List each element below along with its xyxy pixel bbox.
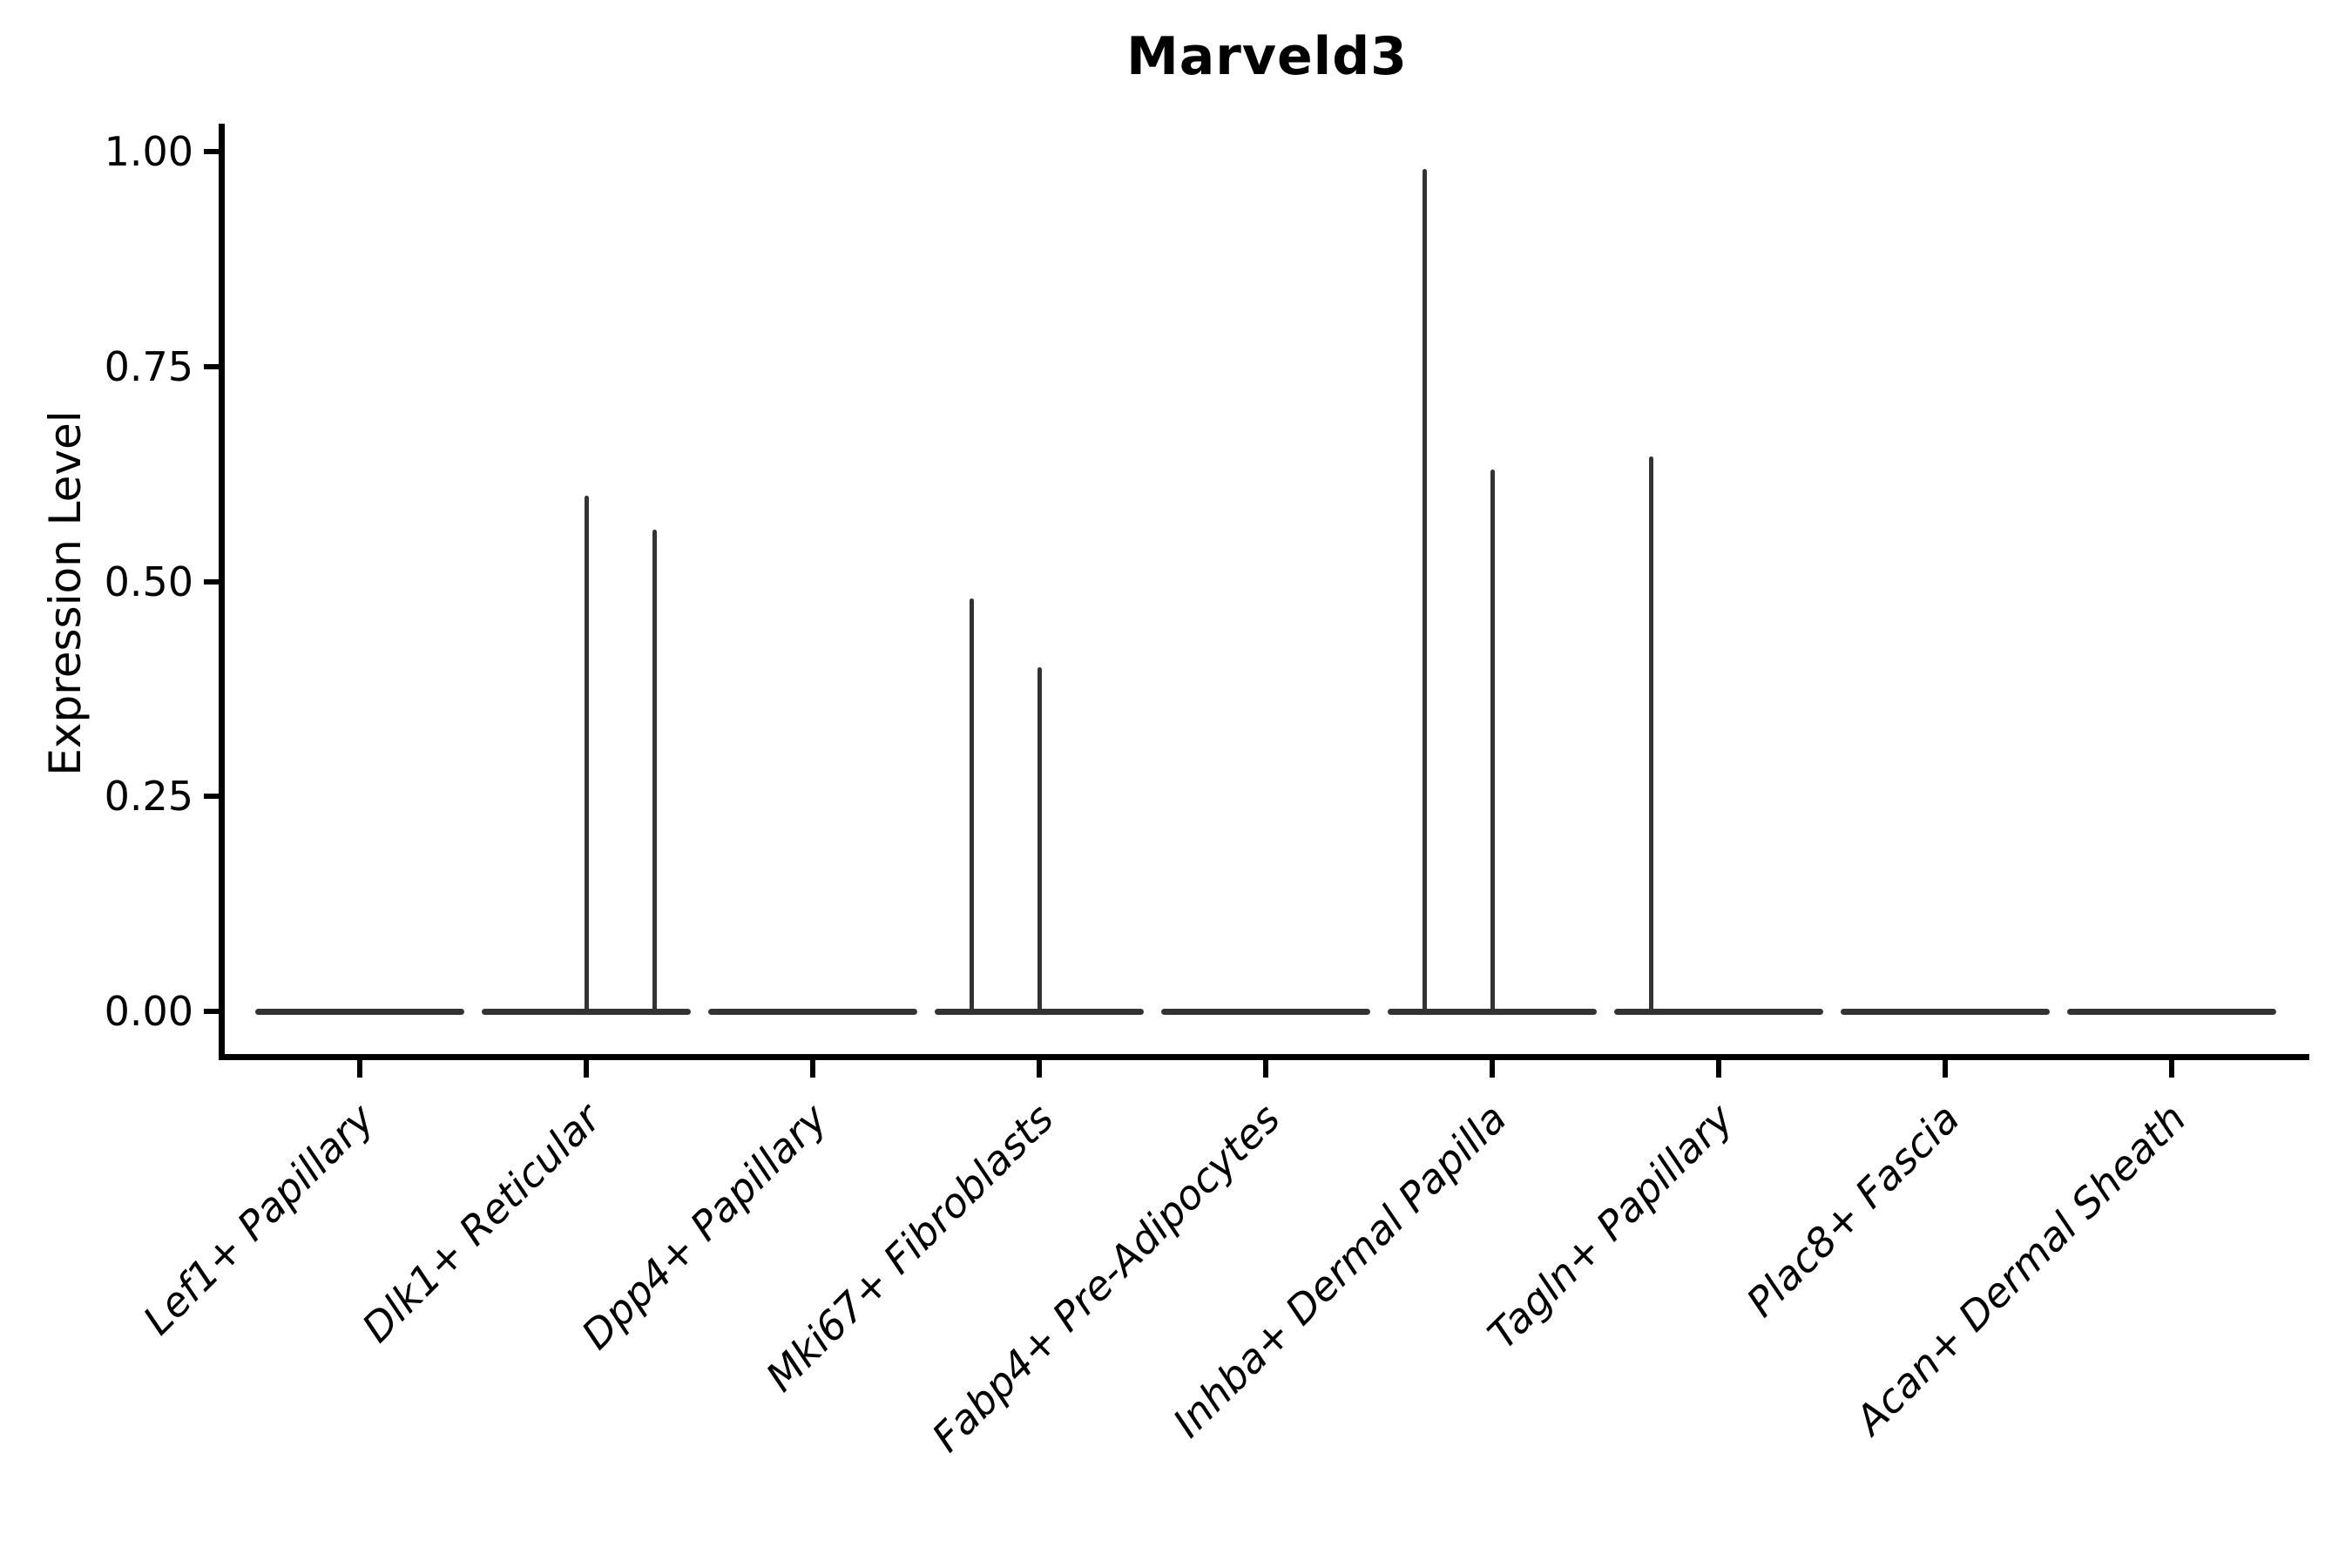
violin-spike — [584, 495, 589, 1014]
x-tick-mark — [1263, 1060, 1268, 1078]
x-tick-label: Mki67+ Fibroblasts — [756, 1094, 1063, 1401]
x-tick-mark — [1943, 1060, 1948, 1078]
x-tick-mark — [1037, 1060, 1042, 1078]
y-axis-spine — [219, 124, 225, 1060]
violin-spike — [1490, 470, 1495, 1014]
y-tick-mark — [204, 578, 219, 585]
violin-baseline — [1161, 1008, 1370, 1015]
x-tick-label: Fabp4+ Pre-Adipocytes — [923, 1094, 1289, 1462]
y-tick-mark — [204, 794, 219, 800]
violin-spike — [969, 598, 974, 1014]
x-tick-label: Tagln+ Papillary — [1478, 1094, 1742, 1358]
violin-baseline — [1841, 1008, 2050, 1015]
x-tick-label: Acan+ Dermal Sheath — [1846, 1094, 2195, 1444]
x-tick-mark — [584, 1060, 589, 1078]
y-tick-label: 0.00 — [104, 988, 193, 1035]
y-tick-label: 0.50 — [104, 558, 193, 605]
y-tick-mark — [204, 1009, 219, 1014]
x-tick-label: Dpp4+ Papillary — [572, 1094, 836, 1359]
x-axis-spine — [219, 1054, 2309, 1060]
violin-spike — [1037, 667, 1042, 1014]
violin-baseline — [708, 1008, 917, 1015]
x-tick-mark — [2169, 1060, 2174, 1078]
y-tick-label: 0.75 — [104, 342, 193, 390]
violin-spike — [652, 530, 657, 1014]
x-tick-mark — [1716, 1060, 1721, 1078]
violin-spike — [1648, 456, 1653, 1014]
x-tick-mark — [1490, 1060, 1495, 1078]
violin-baseline — [1614, 1008, 1823, 1015]
y-tick-label: 0.25 — [104, 773, 193, 821]
violin-baseline — [2067, 1008, 2276, 1015]
violin-baseline — [255, 1008, 464, 1015]
x-tick-mark — [810, 1060, 815, 1078]
x-tick-mark — [357, 1060, 362, 1078]
x-tick-label: Lef1+ Papillary — [133, 1094, 383, 1344]
chart-title: Marveld3 — [1126, 26, 1408, 87]
y-tick-mark — [204, 363, 219, 369]
violin-spike — [1422, 168, 1427, 1014]
x-tick-label: Inhba+ Dermal Papilla — [1163, 1094, 1516, 1447]
y-tick-label: 1.00 — [104, 128, 193, 175]
y-tick-mark — [204, 149, 219, 154]
x-tick-label: Plac8+ Fascia — [1737, 1094, 1969, 1326]
x-tick-label: Dlk1+ Reticular — [353, 1094, 610, 1352]
